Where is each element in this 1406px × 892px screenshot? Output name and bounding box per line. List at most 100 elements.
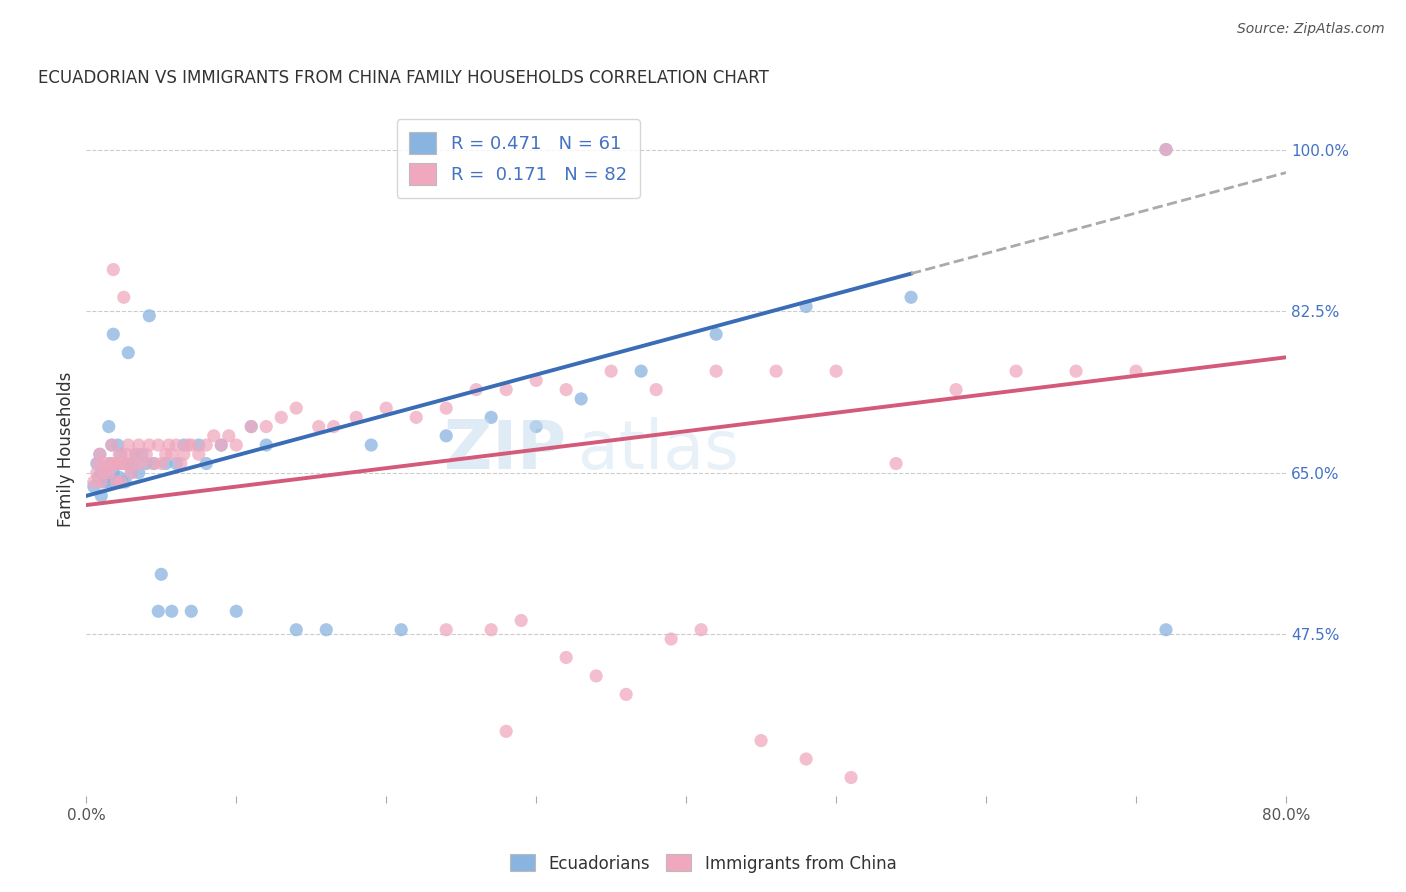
Point xyxy=(479,623,502,637)
Point xyxy=(254,419,277,434)
Point xyxy=(115,457,138,471)
Point xyxy=(128,466,150,480)
Point xyxy=(86,457,108,471)
Point xyxy=(1154,143,1177,157)
Point xyxy=(111,475,134,489)
Point xyxy=(138,438,160,452)
Point xyxy=(117,438,139,452)
Point xyxy=(117,345,139,359)
Point xyxy=(322,419,344,434)
Point xyxy=(108,447,131,461)
Point xyxy=(112,290,135,304)
Point xyxy=(749,733,772,747)
Point xyxy=(142,457,165,471)
Point xyxy=(90,489,112,503)
Point xyxy=(97,419,120,434)
Point xyxy=(285,623,308,637)
Point xyxy=(180,438,202,452)
Text: ZIP: ZIP xyxy=(444,417,567,483)
Point xyxy=(94,457,117,471)
Point xyxy=(405,410,427,425)
Point xyxy=(173,438,195,452)
Point xyxy=(209,438,232,452)
Point xyxy=(614,687,637,701)
Legend: R = 0.471   N = 61, R =  0.171   N = 82: R = 0.471 N = 61, R = 0.171 N = 82 xyxy=(396,120,640,198)
Point xyxy=(114,475,136,489)
Point xyxy=(103,327,125,342)
Point xyxy=(375,401,398,416)
Point xyxy=(105,457,128,471)
Point xyxy=(1064,364,1087,378)
Point xyxy=(83,475,105,489)
Point xyxy=(1154,623,1177,637)
Point xyxy=(121,457,143,471)
Point xyxy=(630,364,652,378)
Point xyxy=(659,632,682,646)
Point xyxy=(177,438,200,452)
Point xyxy=(155,447,177,461)
Point xyxy=(94,461,117,475)
Point xyxy=(157,438,180,452)
Point xyxy=(103,466,125,480)
Point xyxy=(83,480,105,494)
Point xyxy=(240,419,263,434)
Point xyxy=(148,604,170,618)
Point xyxy=(765,364,787,378)
Point xyxy=(89,447,111,461)
Point xyxy=(945,383,967,397)
Point xyxy=(86,466,108,480)
Point xyxy=(465,383,488,397)
Point xyxy=(108,470,131,484)
Text: ECUADORIAN VS IMMIGRANTS FROM CHINA FAMILY HOUSEHOLDS CORRELATION CHART: ECUADORIAN VS IMMIGRANTS FROM CHINA FAMI… xyxy=(38,69,769,87)
Point xyxy=(555,650,578,665)
Point xyxy=(131,457,153,471)
Point xyxy=(90,466,112,480)
Point xyxy=(150,457,173,471)
Point xyxy=(160,604,183,618)
Point xyxy=(187,447,209,461)
Point xyxy=(120,466,142,480)
Point xyxy=(315,623,337,637)
Point xyxy=(1154,143,1177,157)
Point xyxy=(107,438,129,452)
Text: Source: ZipAtlas.com: Source: ZipAtlas.com xyxy=(1237,22,1385,37)
Point xyxy=(98,457,121,471)
Point xyxy=(180,604,202,618)
Point xyxy=(128,438,150,452)
Point xyxy=(97,475,120,489)
Point xyxy=(585,669,607,683)
Point xyxy=(101,438,124,452)
Y-axis label: Family Households: Family Households xyxy=(58,372,75,527)
Point xyxy=(389,623,412,637)
Point xyxy=(89,447,111,461)
Point xyxy=(360,438,382,452)
Point xyxy=(690,623,713,637)
Point xyxy=(108,457,131,471)
Point xyxy=(135,447,157,461)
Point xyxy=(510,614,533,628)
Point xyxy=(495,724,517,739)
Point xyxy=(900,290,922,304)
Point xyxy=(114,457,136,471)
Point xyxy=(839,771,862,785)
Point xyxy=(105,475,128,489)
Point xyxy=(90,475,112,489)
Point xyxy=(93,475,115,489)
Point xyxy=(495,383,517,397)
Point xyxy=(87,470,110,484)
Point xyxy=(125,447,148,461)
Point xyxy=(434,623,457,637)
Point xyxy=(93,466,115,480)
Point xyxy=(87,457,110,471)
Point xyxy=(105,475,128,489)
Point xyxy=(103,262,125,277)
Point xyxy=(142,457,165,471)
Point xyxy=(165,457,187,471)
Point xyxy=(97,466,120,480)
Point xyxy=(825,364,848,378)
Point xyxy=(135,457,157,471)
Point xyxy=(170,457,193,471)
Point xyxy=(138,309,160,323)
Legend: Ecuadorians, Immigrants from China: Ecuadorians, Immigrants from China xyxy=(503,847,903,880)
Point xyxy=(600,364,623,378)
